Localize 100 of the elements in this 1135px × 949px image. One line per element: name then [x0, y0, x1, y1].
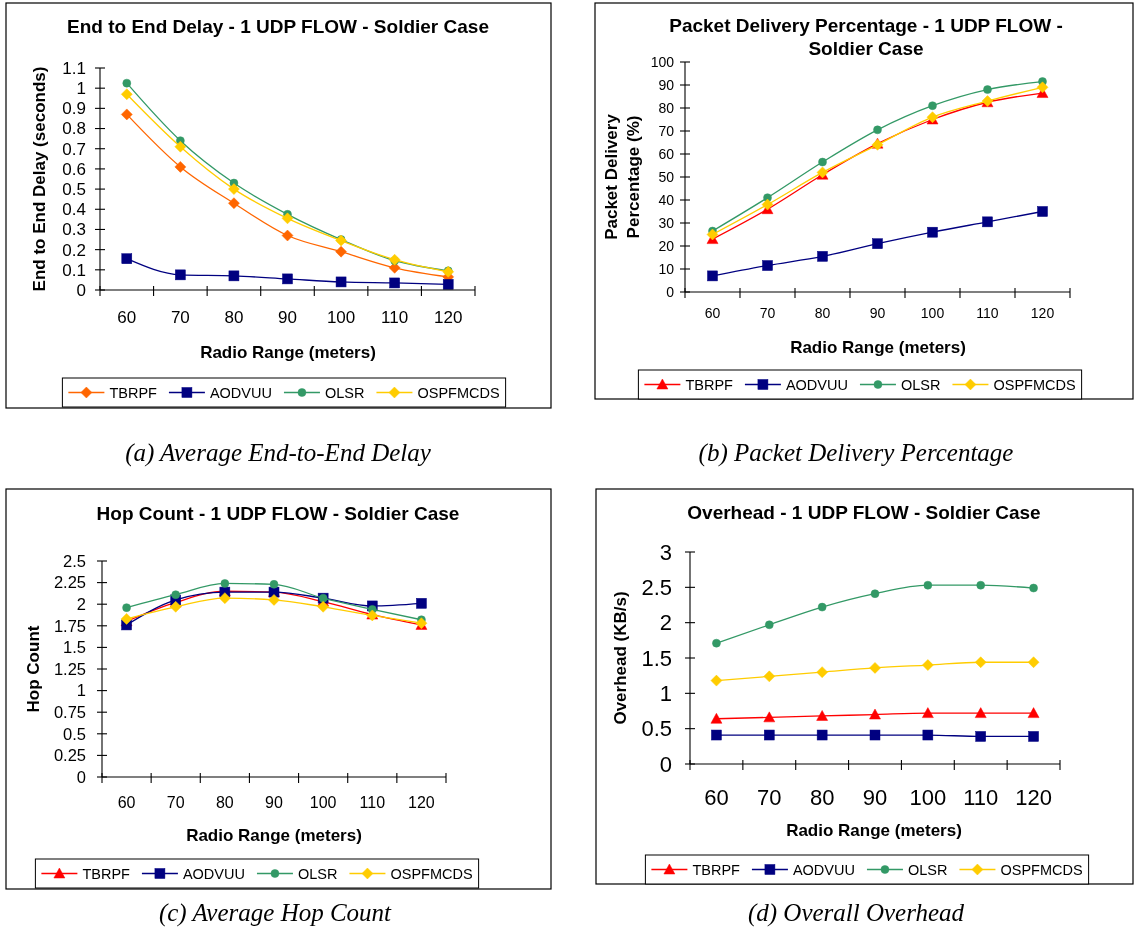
x-tick-label: 80 — [215, 793, 234, 811]
x-tick-label: 100 — [326, 308, 356, 328]
y-tick-label: 100 — [650, 53, 675, 70]
legend-label: OLSR — [324, 384, 365, 401]
x-tick-label: 80 — [224, 308, 244, 328]
legend-label: AODVUU — [182, 865, 245, 882]
chart-title: End to End Delay - 1 UDP FLOW - Soldier Case — [67, 16, 489, 37]
y-tick-label: 20 — [658, 237, 675, 254]
x-tick-label: 60 — [117, 793, 136, 811]
legend-label: OSPFMCDS — [417, 384, 500, 401]
y-tick-label: 10 — [658, 260, 675, 277]
x-tick-label: 120 — [434, 308, 463, 328]
x-tick-label: 100 — [309, 793, 337, 811]
y-tick-label: 2 — [76, 594, 86, 613]
legend-label: TBRPF — [685, 376, 734, 393]
x-tick-label: 70 — [757, 784, 782, 810]
x-axis-title: Radio Range (meters) — [786, 821, 962, 840]
x-axis-title: Radio Range (meters) — [186, 826, 362, 845]
legend-label: OSPFMCDS — [993, 376, 1076, 393]
legend-label: AODVUU — [209, 384, 272, 401]
text: (b) Packet Delivery Percentage — [698, 439, 1014, 467]
y-tick-label: 50 — [658, 168, 675, 185]
y-tick-label: 0.6 — [62, 159, 86, 179]
y-tick-label: 1 — [76, 681, 86, 700]
y-tick-label: 0.25 — [53, 746, 86, 765]
y-axis-title: Hop Count — [23, 625, 43, 713]
y-tick-label: 0 — [76, 280, 86, 300]
x-tick-label: 80 — [809, 784, 835, 810]
y-tick-label: 0 — [76, 767, 86, 786]
x-tick-label: 110 — [359, 793, 386, 811]
y-tick-label: 2.25 — [53, 573, 86, 592]
y-tick-label: 0.5 — [63, 724, 86, 743]
y-tick-label: 0.75 — [53, 702, 86, 721]
y-tick-label: 1 — [76, 79, 86, 99]
legend-label: TBRPF — [82, 865, 131, 882]
text: (d) Overall Overhead — [747, 899, 965, 927]
y-tick-label: 60 — [658, 145, 675, 162]
x-tick-label: 120 — [1030, 305, 1055, 322]
y-tick-label: 2 — [659, 610, 672, 636]
y-tick-label: 1.1 — [62, 58, 86, 78]
y-tick-label: 30 — [658, 214, 675, 231]
y-tick-label: 80 — [658, 99, 675, 116]
y-tick-label: 0.5 — [62, 180, 86, 200]
y-tick-label: 40 — [658, 191, 675, 208]
y-tick-label: 0.7 — [62, 139, 86, 159]
y-tick-label: 0.9 — [62, 99, 86, 119]
x-tick-label: 110 — [381, 308, 409, 328]
x-tick-label: 110 — [976, 305, 999, 322]
y-tick-label: 0 — [659, 751, 672, 777]
chart-title: Overhead - 1 UDP FLOW - Soldier Case — [687, 502, 1041, 523]
x-tick-label: 120 — [1015, 784, 1052, 810]
x-tick-label: 80 — [814, 305, 831, 322]
y-tick-label: 2.5 — [641, 575, 672, 601]
y-tick-label: 0.1 — [62, 260, 86, 280]
legend-label: TBRPF — [692, 861, 741, 878]
y-axis-title: End to End Delay (seconds) — [29, 66, 49, 292]
y-tick-label: 90 — [658, 76, 675, 93]
x-tick-label: 90 — [278, 308, 297, 328]
legend-label: AODVUU — [785, 376, 848, 393]
y-tick-label: 1 — [659, 681, 672, 707]
y-tick-label: 0.3 — [62, 220, 86, 240]
text: (c) Average Hop Count — [158, 899, 393, 927]
y-tick-label: 70 — [658, 122, 675, 139]
y-tick-label: 3 — [659, 539, 672, 565]
y-axis-title: Packet Delivery Percentage (%) — [601, 113, 643, 240]
y-tick-label: 1.25 — [53, 659, 86, 678]
x-tick-label: 60 — [704, 305, 721, 322]
y-tick-label: 0.4 — [62, 200, 86, 220]
x-tick-label: 70 — [759, 305, 776, 322]
x-tick-label: 100 — [920, 305, 945, 322]
x-tick-label: 120 — [408, 793, 435, 811]
legend-label: TBRPF — [109, 384, 158, 401]
y-tick-label: 1.75 — [53, 616, 86, 635]
y-tick-label: 2.5 — [63, 551, 86, 570]
chart-title: Hop Count - 1 UDP FLOW - Soldier Case — [96, 503, 460, 524]
legend-label: OLSR — [297, 865, 338, 882]
x-axis-title: Radio Range (meters) — [790, 338, 966, 357]
x-tick-label: 90 — [862, 784, 888, 810]
x-axis-title: Radio Range (meters) — [200, 343, 376, 362]
legend-label: OSPFMCDS — [1000, 861, 1083, 878]
x-tick-label: 90 — [869, 305, 886, 322]
text: (a) Average End-to-End Delay — [125, 439, 432, 467]
y-tick-label: 1.5 — [63, 638, 86, 657]
x-tick-label: 60 — [704, 784, 729, 810]
x-tick-label: 110 — [963, 784, 999, 810]
x-tick-label: 100 — [909, 784, 947, 810]
y-tick-label: 0.2 — [62, 240, 86, 260]
y-tick-label: 0.8 — [62, 119, 86, 139]
y-tick-label: 0.5 — [641, 716, 672, 742]
x-tick-label: 70 — [170, 308, 190, 328]
legend-label: AODVUU — [792, 861, 855, 878]
y-tick-label: 1.5 — [641, 645, 672, 671]
x-tick-label: 90 — [265, 793, 283, 811]
y-tick-label: 0 — [666, 283, 675, 300]
x-tick-label: 70 — [166, 793, 185, 811]
legend-label: OLSR — [900, 376, 941, 393]
legend-label: OLSR — [907, 861, 948, 878]
legend-label: OSPFMCDS — [390, 865, 473, 882]
x-tick-label: 60 — [117, 308, 137, 328]
y-axis-title: Overhead (KB/s) — [610, 591, 630, 725]
